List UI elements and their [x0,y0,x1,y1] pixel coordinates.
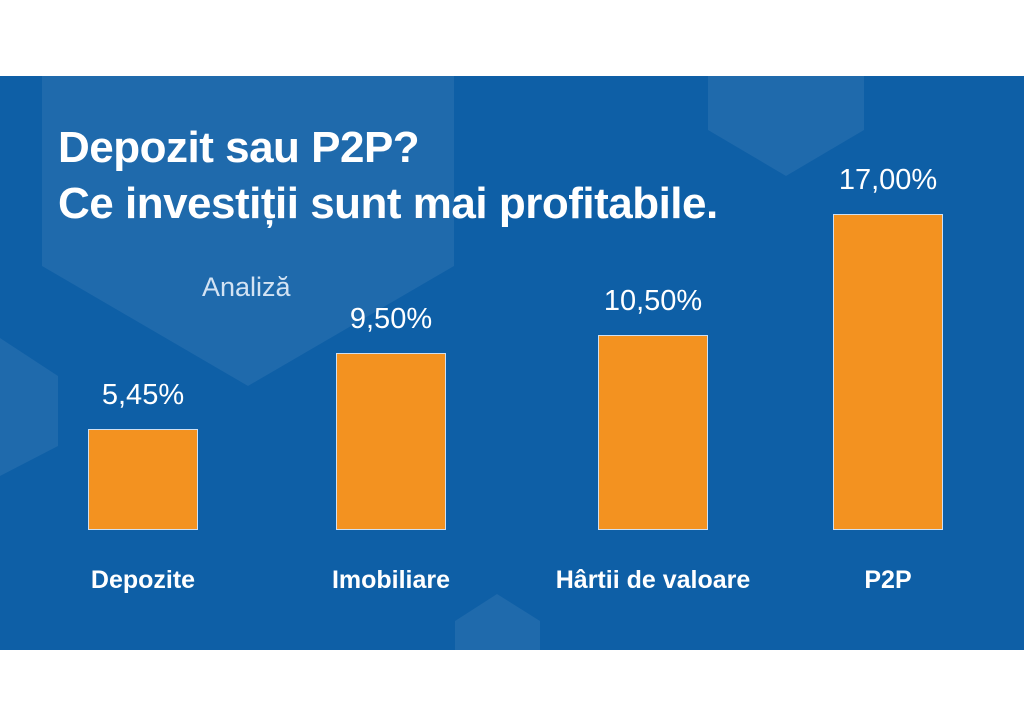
value-label-3: 17,00% [838,164,938,196]
bar-2 [598,334,708,530]
value-label-1: 9,50% [349,303,433,336]
bar-3 [833,214,943,530]
title-line-2: Ce investiții sunt mai profitabile. [58,179,718,228]
category-label-3: P2P [864,566,912,594]
chart-subtitle: Analiză [202,272,291,302]
hexagon-shape-left [0,338,58,476]
value-label-2: 10,50% [603,284,703,317]
value-label-0: 5,45% [101,378,185,411]
category-label-0: Depozite [90,566,196,594]
category-label-2: Hârtii de valoare [555,566,751,594]
hexagon-background-decoration [0,76,864,650]
chart-title: Depozit sau P2P? Ce investiții sunt mai … [58,120,718,232]
chart-slide: Depozit sau P2P? Ce investiții sunt mai … [0,76,1024,650]
hexagon-shape-top-right [708,76,864,176]
hexagon-shape-large [42,76,454,386]
bar-0 [88,428,198,530]
title-line-1: Depozit sau P2P? [58,123,420,172]
bar-1 [336,353,446,530]
category-label-1: Imobiliare [331,566,451,594]
bar-chart: 5,45% Depozite 9,50% Imobiliare 10,50% Hârtii… [0,76,1024,650]
hexagon-shape-bottom [455,594,540,650]
